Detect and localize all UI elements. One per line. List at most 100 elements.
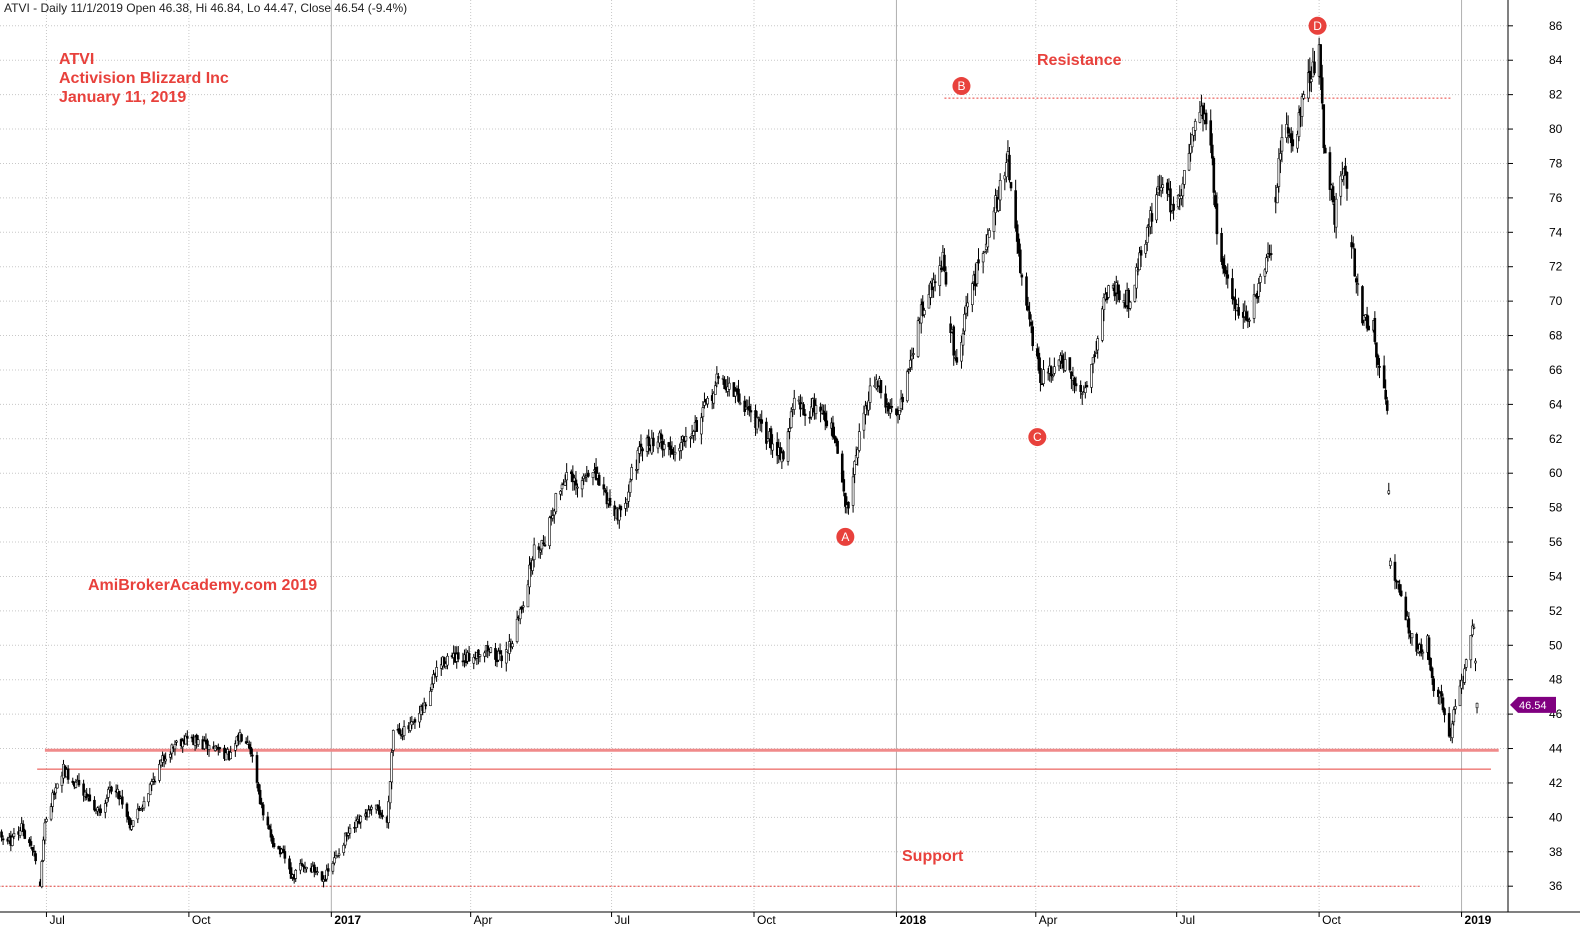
candle-body	[110, 786, 113, 792]
candle-body	[1430, 667, 1434, 678]
candle-body	[809, 406, 813, 418]
candle	[543, 536, 547, 547]
candle	[131, 820, 135, 828]
candle	[638, 441, 641, 464]
candle-body	[971, 283, 974, 306]
candle-body	[316, 871, 319, 874]
candle	[662, 439, 666, 457]
candle-body	[432, 674, 435, 684]
candle	[439, 657, 443, 676]
candle-body	[43, 822, 47, 841]
candle-body	[1220, 233, 1223, 262]
candle	[797, 395, 801, 405]
candle	[207, 744, 211, 757]
candle	[255, 751, 259, 789]
point-marker-label: D	[1313, 19, 1322, 33]
candle-body	[522, 605, 525, 608]
candle-body	[630, 467, 633, 480]
candle-body	[1263, 269, 1267, 277]
candle	[898, 409, 901, 420]
candle	[570, 469, 573, 483]
candle-body	[1135, 267, 1138, 289]
candle	[1084, 381, 1087, 399]
candle	[576, 483, 579, 498]
candle-body	[983, 250, 986, 253]
candle-body	[1234, 299, 1237, 309]
candle-body	[862, 412, 866, 431]
candle-body	[247, 744, 251, 749]
candle	[147, 793, 150, 807]
candle-body	[269, 829, 273, 838]
candle	[1005, 153, 1008, 183]
candle-body	[40, 861, 44, 888]
candle-body	[1166, 182, 1169, 194]
candle-body	[520, 606, 524, 610]
candle	[1404, 591, 1408, 621]
candle-body	[1073, 377, 1076, 386]
candle-body	[910, 355, 914, 360]
candle	[398, 722, 401, 735]
candle-body	[788, 427, 791, 432]
candle	[921, 295, 925, 317]
candle-body	[1276, 187, 1279, 204]
candle-body	[587, 472, 590, 477]
candle	[706, 396, 709, 408]
candle	[1263, 268, 1267, 285]
point-marker-circle	[1308, 16, 1327, 35]
candle-body	[755, 417, 759, 430]
candle	[1159, 175, 1163, 198]
candle-body	[356, 819, 359, 822]
candle	[1096, 335, 1100, 359]
candle	[32, 845, 36, 857]
tick-label-y: 40	[1549, 810, 1563, 824]
candle	[443, 656, 446, 669]
candle	[1025, 272, 1028, 311]
candle	[1389, 557, 1392, 569]
candle	[1474, 658, 1477, 672]
candle	[268, 824, 271, 830]
candle-body	[429, 690, 432, 706]
candle-body	[1029, 321, 1033, 326]
candle-body	[60, 775, 64, 786]
candle-body	[1133, 284, 1137, 302]
candle-body	[93, 799, 96, 811]
candle	[343, 832, 347, 849]
candle-body	[34, 853, 37, 862]
candle	[1031, 320, 1034, 351]
candle	[1427, 634, 1431, 665]
candle	[515, 610, 519, 644]
candle-body	[627, 491, 630, 502]
candle-body	[368, 809, 372, 811]
candle-body	[195, 734, 198, 744]
candle-body	[312, 864, 316, 872]
candle	[1226, 263, 1230, 289]
candle	[413, 717, 417, 729]
candle-body	[1407, 618, 1411, 634]
candle-body	[1399, 590, 1403, 597]
candle	[1150, 202, 1154, 234]
candle	[508, 633, 511, 661]
support-resistance-lines	[1, 97, 1499, 887]
point-marker-circle	[836, 527, 855, 546]
candle-body	[1385, 400, 1389, 411]
candle-body	[1447, 713, 1451, 737]
candle-body	[77, 779, 81, 786]
candle	[1223, 254, 1226, 277]
candle	[45, 816, 48, 823]
candle-body	[531, 559, 534, 571]
candle-body	[1150, 213, 1154, 222]
candle	[181, 738, 184, 753]
candle-body	[712, 393, 716, 404]
candle	[461, 652, 465, 667]
candle	[975, 262, 979, 287]
candle	[1028, 302, 1031, 327]
candle-body	[1297, 112, 1301, 137]
candle-body	[1161, 184, 1165, 188]
candle-body	[128, 818, 132, 829]
candle	[483, 650, 486, 663]
candle-body	[927, 294, 931, 309]
candle	[224, 748, 228, 761]
candle	[559, 489, 562, 501]
candle-body	[738, 402, 742, 405]
candle	[834, 436, 838, 447]
